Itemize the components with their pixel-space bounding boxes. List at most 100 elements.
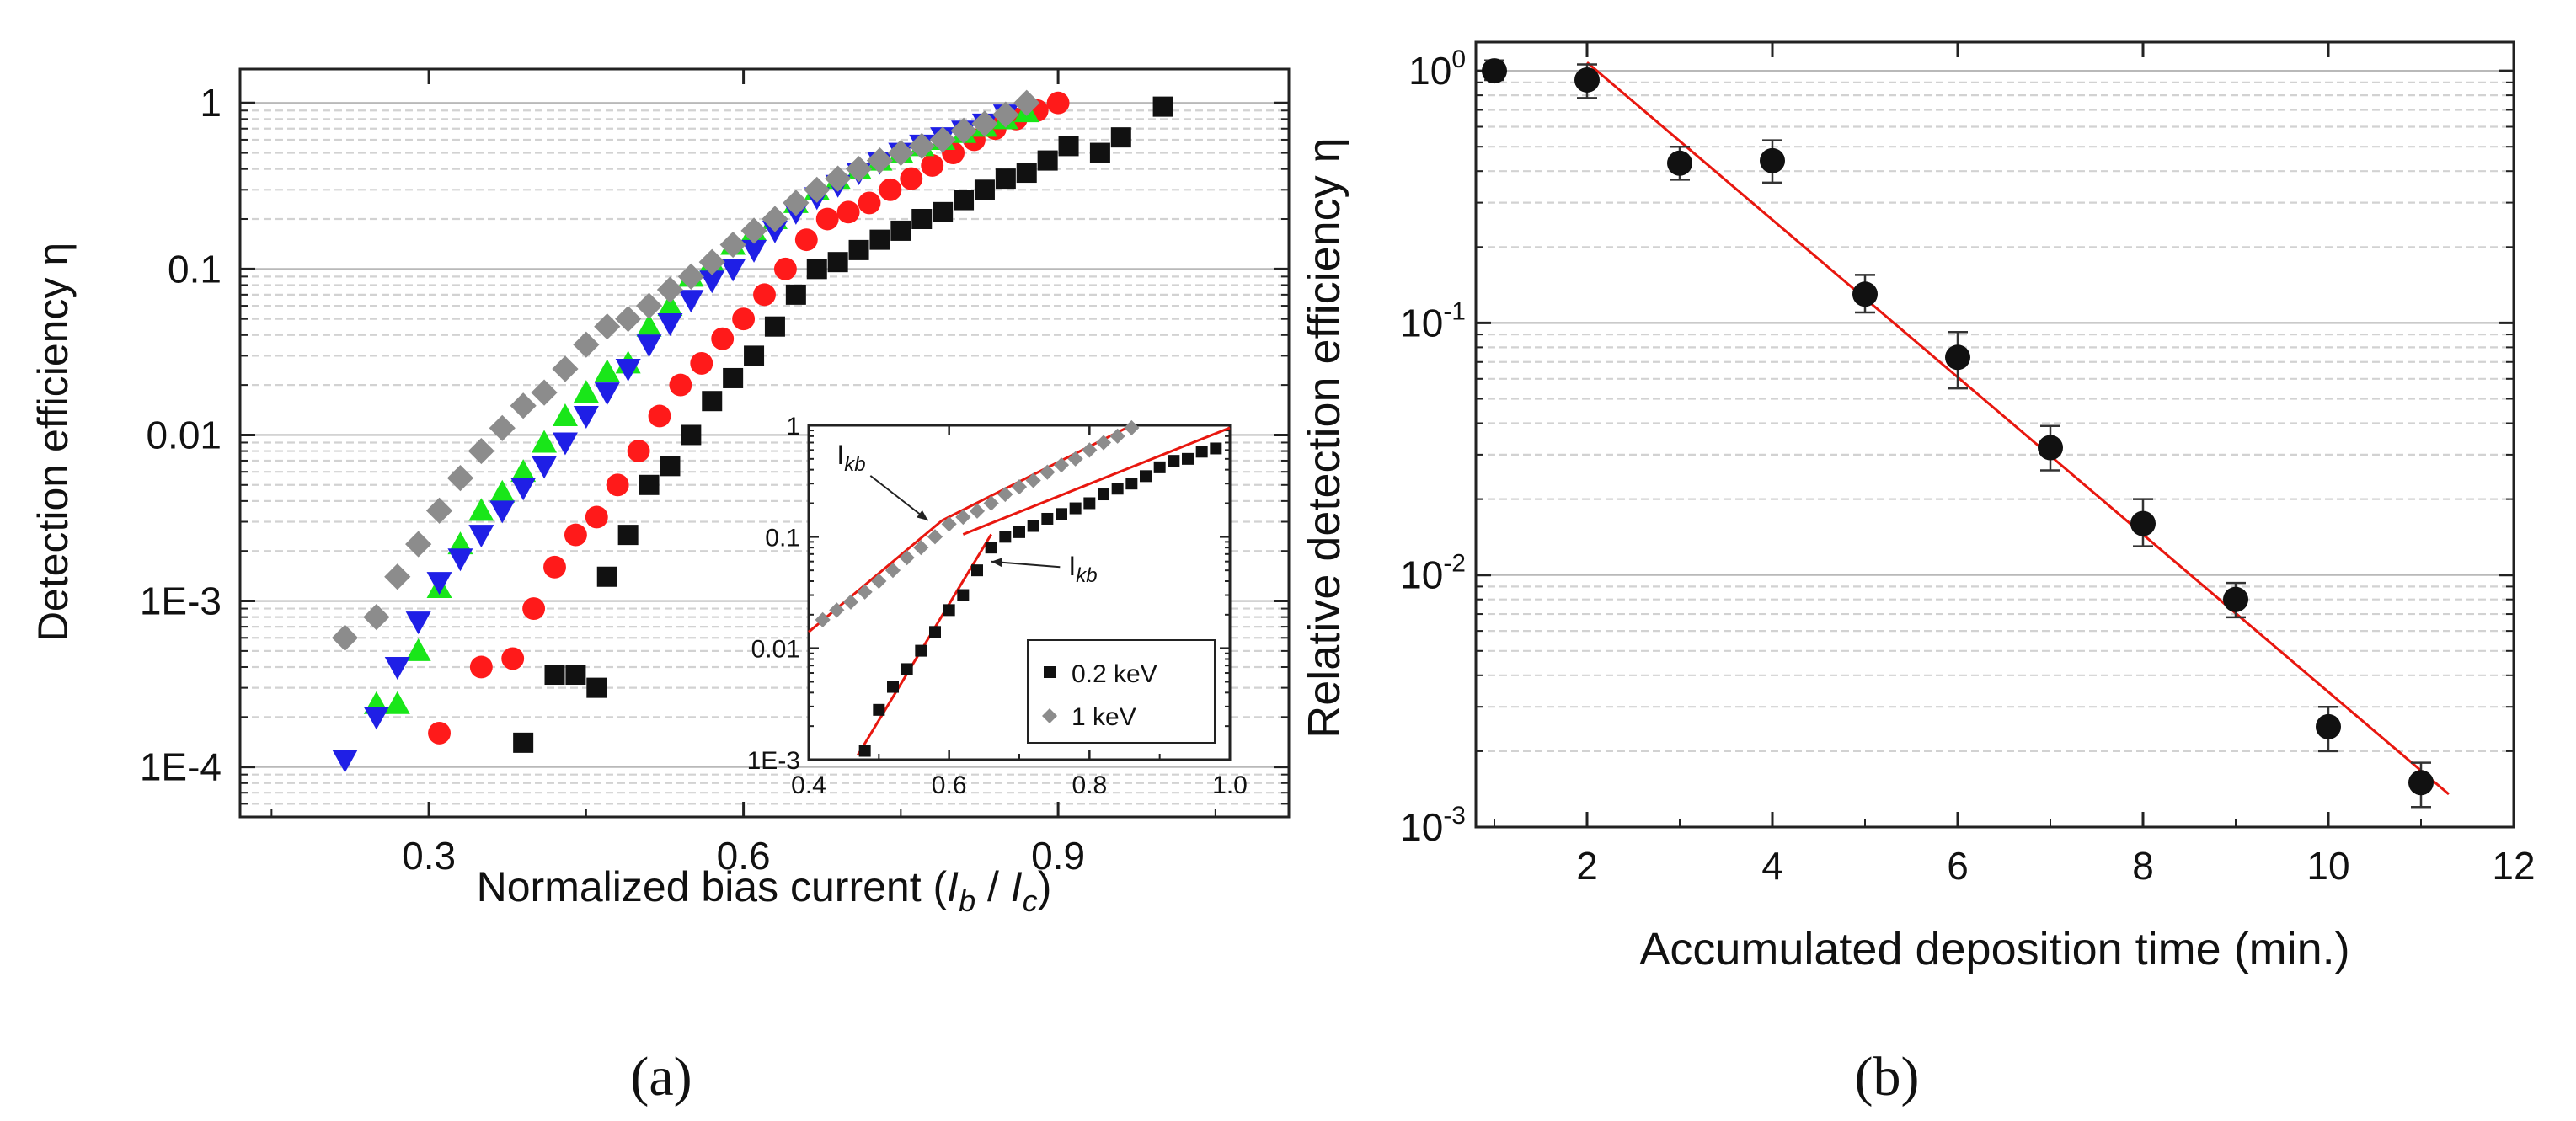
chart-a-point-gray-diamonds xyxy=(804,176,831,203)
chart-a-point-green-triangles xyxy=(552,403,578,426)
inset-point-0-2-kev xyxy=(1168,455,1180,467)
chart-a-point-blue-triangles xyxy=(468,525,494,548)
chart-a-point-blue-triangles xyxy=(532,456,558,479)
chart-a-point-green-triangles xyxy=(510,459,537,483)
chart-a-point-red-circles xyxy=(753,283,776,307)
chart-a-point-black-squares xyxy=(617,525,639,546)
chart-a-point-gray-diamonds xyxy=(698,248,725,275)
chart-b-ticks: 2 4 6 8 10 12 10-3 10-2 10-1 100 xyxy=(1400,42,2536,888)
chart-a-point-gray-diamonds xyxy=(783,190,810,216)
chart-b-ylabel: Relative detection efficiency η xyxy=(1299,137,1349,738)
inset-point-1-kev xyxy=(857,584,873,600)
chart-b-point xyxy=(2130,510,2156,536)
chart-a-point-blue-triangles xyxy=(489,500,516,524)
inset-point-1-kev xyxy=(941,516,957,532)
inset-black-fit-low xyxy=(857,533,992,756)
chart-b: 2 4 6 8 10 12 10-3 10-2 10-1 100 Accumulated depo… xyxy=(1299,40,2536,974)
inset-point-0-2-kev xyxy=(1041,512,1054,525)
chart-a-point-black-squares xyxy=(681,424,702,446)
chart-a-point-green-triangles xyxy=(636,313,662,337)
chart-a-point-black-squares xyxy=(1110,127,1131,148)
chart-a-x-tick-label: 0.3 xyxy=(402,834,456,878)
chart-b-point xyxy=(1574,67,1600,93)
chart-b-point xyxy=(2038,435,2063,461)
chart-a-marks xyxy=(331,89,1173,773)
inset-point-0-2-kev xyxy=(999,531,1012,543)
chart-b-x-tick-label: 8 xyxy=(2132,844,2154,888)
chart-a-x-tick-label: 0.9 xyxy=(1031,834,1085,878)
inset-point-0-2-kev xyxy=(901,663,913,675)
inset-annotation-arrowhead xyxy=(917,510,928,520)
chart-a-point-red-circles xyxy=(858,191,881,215)
chart-a-y-tick-label: 1E-3 xyxy=(140,579,222,623)
inset-point-1-kev xyxy=(884,563,901,579)
chart-a-point-blue-triangles xyxy=(552,432,578,456)
inset-gray-fit xyxy=(808,424,1133,633)
inset-point-0-2-kev xyxy=(1027,520,1039,532)
chart-a-point-red-circles xyxy=(669,373,692,397)
chart-b-x-tick-label: 12 xyxy=(2492,844,2535,888)
chart-a-point-green-triangles xyxy=(489,479,516,503)
inset-point-1-kev xyxy=(1053,457,1070,473)
chart-a-point-red-circles xyxy=(585,505,608,529)
chart-a-point-gray-diamonds xyxy=(656,276,684,303)
chart-b-point xyxy=(1852,281,1878,307)
chart-a-point-black-squares xyxy=(974,179,995,200)
inset-point-0-2-kev xyxy=(929,626,941,638)
chart-a-point-gray-diamonds xyxy=(594,313,621,340)
chart-a-point-red-circles xyxy=(428,721,451,745)
inset-point-0-2-kev xyxy=(887,681,899,693)
inset-point-0-2-kev xyxy=(1182,452,1194,465)
chart-a-point-gray-diamonds xyxy=(468,437,494,465)
chart-a-point-blue-triangles xyxy=(678,290,704,313)
inset-annotation-arrowhead xyxy=(991,558,1002,568)
chart-a-point-blue-triangles xyxy=(426,572,452,595)
chart-a-y-tick-label: 0.01 xyxy=(146,413,222,456)
chart-a-point-blue-triangles xyxy=(720,259,746,282)
chart-a: 0.3 0.6 0.9 1E-4 1E-3 0.01 0.1 1 Normalized bia… xyxy=(29,67,1291,918)
legend-marker-1-kev xyxy=(1042,708,1057,723)
chart-a-y-tick-label: 1 xyxy=(200,81,222,125)
inset-point-0-2-kev xyxy=(1140,470,1152,483)
chart-a-point-gray-diamonds xyxy=(992,101,1019,128)
chart-a-point-black-squares xyxy=(848,239,869,260)
chart-a-point-gray-diamonds xyxy=(929,126,956,153)
chart-b-gridlines xyxy=(1476,70,2514,829)
chart-a-point-red-circles xyxy=(627,440,650,462)
inset-y-tick-label: 1 xyxy=(786,413,800,440)
chart-b-x-tick-label: 10 xyxy=(2306,844,2349,888)
chart-a-point-red-circles xyxy=(900,167,923,190)
chart-a-point-blue-triangles xyxy=(594,382,620,406)
inset-annotation-ikb: Ikb xyxy=(1068,551,1097,587)
inset-point-0-2-kev xyxy=(1195,446,1208,458)
chart-a-point-blue-triangles xyxy=(384,656,410,680)
chart-a-point-red-circles xyxy=(879,178,902,201)
inset-point-0-2-kev xyxy=(943,604,955,617)
inset-point-0-2-kev xyxy=(873,703,885,716)
chart-a-point-gray-diamonds xyxy=(845,156,873,183)
chart-a-point-blue-triangles xyxy=(741,239,767,263)
inset-point-0-2-kev xyxy=(1125,478,1138,490)
chart-b-point xyxy=(2223,586,2248,612)
inset-point-1-kev xyxy=(1124,419,1140,436)
chart-b-point xyxy=(1667,150,1692,176)
chart-a-point-gray-diamonds xyxy=(552,355,579,382)
chart-a-point-gray-diamonds xyxy=(740,217,767,244)
chart-b-point xyxy=(1760,147,1785,173)
chart-a-point-black-squares xyxy=(1037,150,1058,171)
chart-a-point-gray-diamonds xyxy=(635,292,663,319)
inset-point-1-kev xyxy=(815,611,831,627)
inset-point-0-2-kev xyxy=(957,589,970,601)
chart-a-point-gray-diamonds xyxy=(331,624,359,651)
chart-a-point-black-squares xyxy=(660,456,681,477)
chart-a-point-black-squares xyxy=(586,677,607,698)
chart-a-point-red-circles xyxy=(732,307,756,331)
chart-a-point-blue-triangles xyxy=(405,611,431,635)
chart-b-point xyxy=(2408,770,2434,796)
inset-x-tick-label: 0.8 xyxy=(1072,771,1107,799)
chart-a-point-black-squares xyxy=(639,474,660,495)
chart-a-point-gray-diamonds xyxy=(531,379,558,406)
inset-annotation-ikb: Ikb xyxy=(836,440,865,476)
inset-x-tick-label: 0.6 xyxy=(932,771,967,799)
chart-a-point-blue-triangles xyxy=(636,334,662,358)
